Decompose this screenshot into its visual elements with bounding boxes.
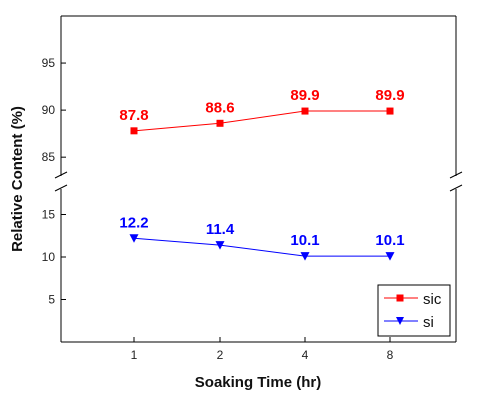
y-axis-title: Relative Content (%) (9, 106, 26, 252)
legend-sic-marker (396, 294, 404, 302)
data-point-sic (130, 127, 138, 135)
data-label-si: 11.4 (206, 221, 235, 238)
axis-break-right-bottom (449, 184, 463, 192)
axis-break-right-top (449, 171, 463, 179)
x-tick-label: 4 (302, 348, 309, 362)
data-label-si: 12.2 (119, 214, 148, 231)
legend-si-marker (396, 317, 404, 325)
legend-box (377, 284, 451, 337)
y-tick-label: 15 (42, 208, 56, 222)
data-label-si: 10.1 (290, 232, 319, 249)
data-label-sic: 87.8 (119, 107, 148, 124)
data-point-sic (216, 119, 224, 127)
y-tick-label: 90 (42, 103, 56, 117)
x-tick-label: 8 (387, 348, 394, 362)
y-tick-label: 10 (42, 250, 56, 264)
series-line-sic (133, 110, 390, 132)
data-label-sic: 89.9 (290, 87, 319, 104)
x-tick-label: 1 (131, 348, 138, 362)
axis-break-left-bottom (54, 184, 68, 192)
y-tick-label: 85 (42, 150, 56, 164)
axis-break-left-top (54, 171, 68, 179)
y-tick-label: 95 (42, 56, 56, 70)
data-point-si (215, 241, 225, 250)
data-point-sic (386, 107, 394, 115)
x-axis-title: Soaking Time (hr) (195, 374, 321, 391)
series-line-si (133, 237, 390, 257)
data-point-si (385, 252, 395, 261)
legend-si-label: si (423, 314, 434, 331)
axis-ticks: 85 90 95 5 10 15 1 2 4 8 (42, 56, 394, 362)
x-tick-label: 2 (217, 348, 224, 362)
series-layer: 87.8 88.6 89.9 89.9 12.2 11.4 10.1 10.1 (119, 87, 405, 261)
data-label-sic: 89.9 (375, 87, 404, 104)
legend: sic si (377, 284, 451, 337)
data-label-sic: 88.6 (205, 99, 234, 116)
data-point-si (300, 252, 310, 261)
data-point-si (129, 234, 139, 243)
legend-sic-label: sic (423, 291, 442, 308)
y-tick-label: 5 (48, 293, 55, 307)
data-label-si: 10.1 (375, 232, 404, 249)
data-point-sic (301, 107, 309, 115)
